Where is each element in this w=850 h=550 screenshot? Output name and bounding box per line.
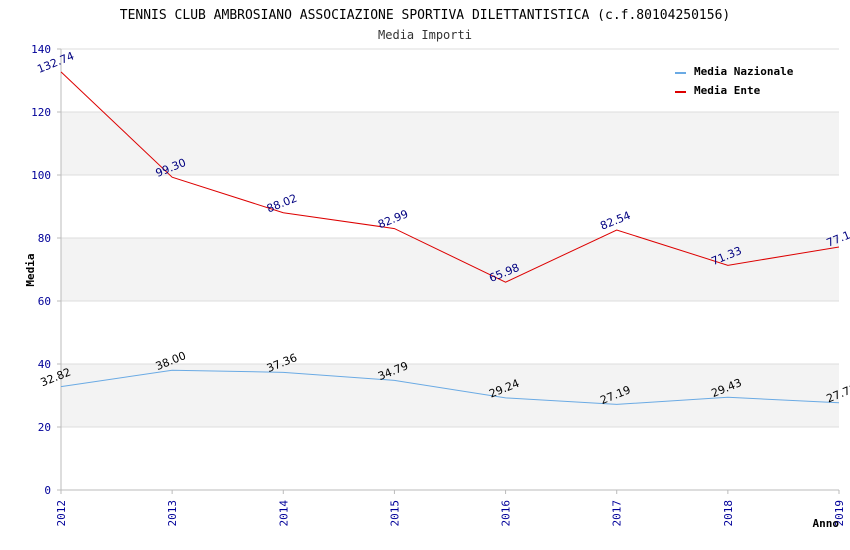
data-label: 77.14 <box>825 226 850 250</box>
y-tick-label: 80 <box>38 232 51 245</box>
x-tick-label: 2014 <box>277 500 290 527</box>
grid-lines <box>61 48 839 428</box>
series-line <box>60 369 840 405</box>
series-lines <box>60 71 840 405</box>
y-tick-label: 120 <box>31 106 51 119</box>
grid-band <box>61 112 839 175</box>
data-label: 82.54 <box>598 209 632 233</box>
y-tick-label: 140 <box>31 43 51 56</box>
data-label: 82.99 <box>376 207 410 231</box>
grid-bands <box>61 112 839 427</box>
legend-label: Media Nazionale <box>694 65 794 78</box>
y-tick-label: 100 <box>31 169 51 182</box>
y-tick-label: 0 <box>44 484 51 497</box>
x-axis-label: Anno <box>813 517 840 530</box>
legend: Media Nazionale Media Ente <box>675 65 794 97</box>
x-tick-label: 2016 <box>500 500 513 527</box>
x-tick-label: 2018 <box>722 500 735 527</box>
x-tick-label: 2017 <box>611 500 624 527</box>
y-axis-ticks: 0 20 40 60 80 100 120 140 <box>31 43 61 497</box>
axes <box>60 49 839 491</box>
y-tick-label: 40 <box>38 358 51 371</box>
x-axis-ticks: 2012 2013 2014 2015 2016 2017 2018 2019 <box>55 490 846 527</box>
x-tick-label: 2015 <box>388 500 401 527</box>
chart-title: TENNIS CLUB AMBROSIANO ASSOCIAZIONE SPOR… <box>120 8 730 23</box>
y-tick-label: 20 <box>38 421 51 434</box>
y-tick-label: 60 <box>38 295 51 308</box>
grid-band <box>61 364 839 427</box>
x-tick-label: 2012 <box>55 500 68 527</box>
legend-label: Media Ente <box>694 84 761 97</box>
grid-band <box>61 238 839 301</box>
chart-subtitle: Media Importi <box>378 28 472 42</box>
series-line <box>60 71 840 283</box>
x-tick-label: 2013 <box>166 500 179 527</box>
x-tick-label: 2019 <box>833 500 846 527</box>
y-axis-label: Media <box>24 253 37 286</box>
